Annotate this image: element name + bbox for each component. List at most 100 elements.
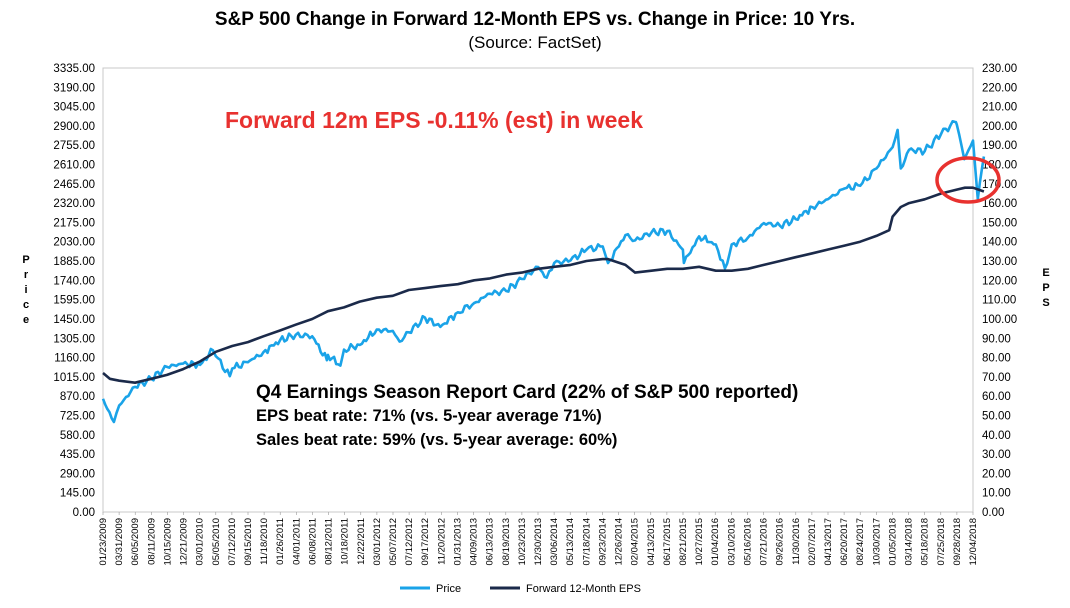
x-tick-label: 06/17/2015 (662, 518, 673, 566)
x-tick-label: 03/10/2016 (726, 518, 737, 566)
y-left-tick-label: 580.00 (60, 430, 95, 442)
x-tick-label: 06/20/2017 (839, 518, 850, 566)
y-right-tick-label: 60.00 (982, 391, 1011, 403)
x-tick-label: 07/25/2018 (936, 518, 947, 566)
series-line-price (101, 120, 986, 424)
y-left-tick-label: 2030.00 (53, 237, 95, 249)
x-tick-label: 08/11/2009 (146, 518, 157, 565)
x-tick-label: 08/21/2015 (678, 518, 689, 566)
y-right-tick-label: 180.00 (982, 160, 1017, 172)
x-tick-label: 12/21/2009 (179, 518, 190, 566)
x-tick-label: 09/26/2016 (775, 518, 786, 566)
y-left-tick-label: 145.00 (60, 488, 95, 500)
y-left-tick-label: 0.00 (73, 507, 95, 519)
x-tick-label: 10/27/2015 (694, 518, 705, 566)
x-tick-label: 05/18/2018 (920, 518, 931, 566)
x-tick-label: 04/13/2017 (823, 518, 834, 566)
x-tick-label: 11/20/2012 (436, 518, 447, 565)
x-tick-label: 06/05/2009 (130, 518, 141, 566)
x-tick-label: 01/26/2011 (275, 518, 286, 565)
y-left-tick-label: 1305.00 (53, 333, 95, 345)
y-left-tick-label: 1450.00 (53, 314, 95, 326)
series-group (101, 120, 986, 424)
y-left-tick-label: 3335.00 (53, 63, 95, 75)
chart-subtitle: (Source: FactSet) (468, 33, 601, 52)
y-right-tick-label: 90.00 (982, 333, 1011, 345)
x-tick-label: 07/12/2010 (227, 518, 238, 566)
x-tick-label: 08/19/2013 (501, 518, 512, 566)
y-right-tick-label: 150.00 (982, 217, 1017, 229)
x-tick-label: 05/13/2014 (565, 518, 576, 566)
y-right-tick-label: 0.00 (982, 507, 1004, 519)
y-left-tick-label: 1740.00 (53, 275, 95, 287)
x-tick-label: 04/01/2011 (291, 518, 302, 565)
y-right-tick-label: 190.00 (982, 140, 1017, 152)
legend: Price Forward 12-Month EPS (400, 583, 641, 595)
y-left-tick-label: 2900.00 (53, 121, 95, 133)
y-left-tick-label: 3045.00 (53, 102, 95, 114)
x-tick-label: 03/14/2018 (904, 518, 915, 566)
y-left-tick-label: 2755.00 (53, 140, 95, 152)
headline-annotation: Forward 12m EPS -0.11% (est) in week (225, 107, 643, 133)
x-tick-label: 03/01/2012 (372, 518, 383, 566)
y-left-tick-label: 870.00 (60, 391, 95, 403)
y-left-tick-label: 725.00 (60, 410, 95, 422)
y-left-tick-label: 2465.00 (53, 179, 95, 191)
y-right-tick-label: 110.00 (982, 295, 1016, 307)
x-tick-label: 02/04/2015 (630, 518, 641, 566)
y-right-tick-label: 50.00 (982, 410, 1011, 422)
y-right-tick-label: 220.00 (982, 82, 1017, 94)
x-tick-label: 05/16/2016 (742, 518, 753, 566)
legend-label: Forward 12-Month EPS (526, 583, 641, 595)
x-tick-label: 01/05/2018 (887, 518, 898, 566)
x-tick-label: 02/07/2017 (807, 518, 818, 566)
x-tick-label: 06/08/2011 (307, 518, 318, 565)
x-tick-label: 03/06/2014 (549, 518, 560, 566)
x-tick-label: 04/09/2013 (469, 518, 480, 566)
y-left-tick-label: 2175.00 (53, 217, 95, 229)
y-left-tick-label: 2610.00 (53, 160, 95, 172)
y-right-tick-label: 120.00 (982, 275, 1017, 287)
y-right-tick-label: 200.00 (982, 121, 1017, 133)
x-axis-ticks: 01/23/2009 03/31/2009 06/05/2009 08/11/2009… (98, 512, 979, 566)
y-left-tick-label: 1595.00 (53, 295, 95, 307)
x-tick-label: 10/18/2011 (340, 518, 351, 565)
x-tick-label: 09/17/2012 (420, 518, 431, 566)
y-left-tick-label: 1885.00 (53, 256, 95, 268)
y-left-tick-label: 290.00 (60, 468, 95, 480)
x-tick-label: 09/28/2018 (952, 518, 963, 566)
x-tick-label: 03/01/2010 (195, 518, 206, 566)
x-tick-label: 06/13/2013 (485, 518, 496, 566)
x-tick-label: 12/30/2013 (533, 518, 544, 566)
y-right-tick-label: 20.00 (982, 468, 1011, 480)
chart-title: S&P 500 Change in Forward 12-Month EPS v… (215, 9, 855, 30)
x-tick-label: 07/18/2014 (581, 518, 592, 566)
y-right-tick-label: 160.00 (982, 198, 1017, 210)
x-tick-label: 10/23/2013 (517, 518, 528, 566)
sales-beat-rate: Sales beat rate: 59% (vs. 5-year average… (256, 431, 617, 449)
x-tick-label: 10/30/2017 (871, 518, 882, 566)
x-tick-label: 08/24/2017 (855, 518, 866, 566)
x-tick-label: 07/21/2016 (759, 518, 770, 566)
x-tick-label: 09/23/2014 (597, 518, 608, 566)
eps-beat-rate: EPS beat rate: 71% (vs. 5-year average 7… (256, 407, 602, 425)
y-right-tick-label: 40.00 (982, 430, 1011, 442)
y-right-tick-label: 10.00 (982, 488, 1011, 500)
x-tick-label: 03/31/2009 (114, 518, 125, 566)
x-tick-label: 11/30/2016 (791, 518, 802, 565)
x-tick-label: 04/13/2015 (646, 518, 657, 566)
x-tick-label: 01/04/2016 (710, 518, 721, 566)
y-right-tick-label: 210.00 (982, 102, 1017, 114)
y-left-tick-label: 435.00 (60, 449, 95, 461)
x-tick-label: 08/12/2011 (324, 518, 335, 565)
y-left-tick-label: 1160.00 (54, 353, 95, 365)
x-tick-label: 01/31/2013 (452, 518, 463, 566)
report-card-title: Q4 Earnings Season Report Card (22% of S… (256, 382, 798, 403)
y-axis-right-ticks: 230.00220.00210.00200.00190.00180.00170.… (982, 63, 1017, 519)
x-tick-label: 11/18/2010 (259, 518, 270, 565)
y-right-tick-label: 70.00 (982, 372, 1011, 384)
